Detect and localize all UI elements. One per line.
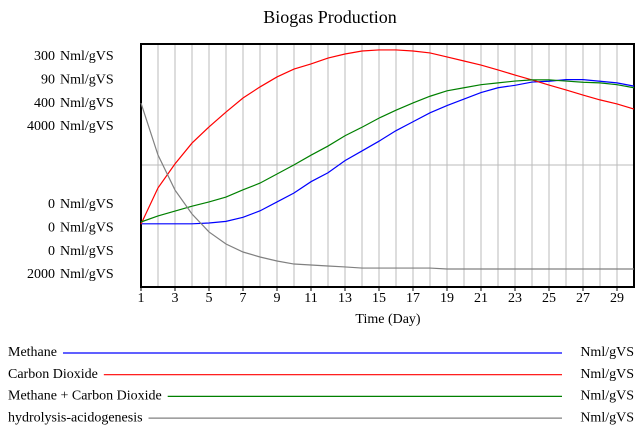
legend-unit: Nml/gVS [580, 410, 634, 425]
plot-frame [140, 43, 635, 288]
x-tick-label: 23 [508, 291, 522, 306]
x-tick-label: 25 [542, 291, 556, 306]
legend-unit: Nml/gVS [580, 389, 634, 404]
y-top-label: 90 [41, 73, 55, 88]
series-line [140, 49, 635, 225]
x-tick-label: 19 [440, 291, 454, 306]
x-tick-label: 9 [274, 291, 281, 306]
y-top-unit: Nml/gVS [60, 119, 114, 134]
y-bottom-label: 2000 [27, 267, 55, 282]
x-tick-label: 17 [406, 291, 420, 306]
x-tick-label: 1 [138, 291, 145, 306]
y-top-unit: Nml/gVS [60, 73, 114, 88]
legend-label: hydrolysis-acidogenesis [8, 410, 143, 425]
x-tick-label: 3 [172, 291, 179, 306]
legend-label: Methane [8, 345, 57, 360]
legend-unit: Nml/gVS [580, 345, 634, 360]
x-tick-label: 11 [304, 291, 317, 306]
y-top-label: 4000 [27, 119, 55, 134]
x-tick-label: 21 [474, 291, 488, 306]
y-top-unit: Nml/gVS [60, 49, 114, 64]
x-tick-label: 5 [206, 291, 213, 306]
y-top-label: 300 [34, 49, 55, 64]
legend-label: Methane + Carbon Dioxide [8, 389, 162, 404]
y-bottom-unit: Nml/gVS [60, 244, 114, 259]
x-tick-label: 29 [610, 291, 624, 306]
y-bottom-unit: Nml/gVS [60, 197, 114, 212]
series-line [140, 102, 634, 270]
series-line [140, 79, 635, 223]
x-tick-label: 15 [372, 291, 386, 306]
series-line [141, 79, 635, 225]
y-bottom-label: 0 [48, 244, 55, 259]
y-bottom-label: 0 [48, 197, 55, 212]
legend-unit: Nml/gVS [580, 367, 634, 382]
chart-title: Biogas Production [263, 7, 397, 27]
x-tick-label: 7 [240, 291, 247, 306]
y-bottom-unit: Nml/gVS [60, 221, 114, 236]
y-bottom-unit: Nml/gVS [60, 267, 114, 282]
y-top-unit: Nml/gVS [60, 96, 114, 111]
x-tick-label: 13 [338, 291, 352, 306]
legend-label: Carbon Dioxide [8, 367, 98, 382]
x-axis-title: Time (Day) [355, 312, 421, 327]
x-tick-label: 27 [576, 291, 590, 306]
y-top-label: 400 [34, 96, 55, 111]
y-bottom-label: 0 [48, 221, 55, 236]
